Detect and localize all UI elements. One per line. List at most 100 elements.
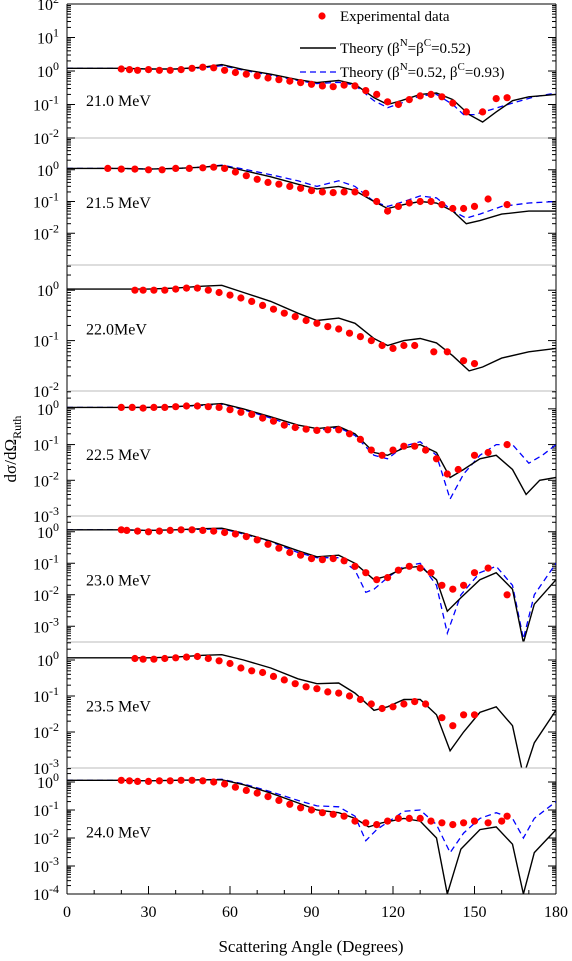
panel-2: 10-2 10-1 100 22.0MeV [33,264,557,401]
data-point [237,408,245,416]
data-point [430,348,438,356]
data-point [286,182,294,190]
data-point [264,540,272,548]
energy-label: 22.0MeV [86,321,147,338]
data-point [335,325,343,333]
data-point [131,654,139,663]
data-point [166,66,174,74]
data-point [134,777,142,786]
data-point [356,695,364,704]
data-point [302,425,310,433]
data-point [177,526,185,534]
data-point [503,94,511,102]
y-tick-label: 10-4 [33,882,59,904]
data-point [210,527,218,535]
data-point [286,800,294,808]
data-point [231,783,239,791]
data-point [405,96,413,104]
data-point [215,403,223,411]
data-point [253,175,261,183]
y-tick-label: 10-1 [33,433,59,455]
x-tick-label: 60 [222,904,238,921]
data-point [264,74,272,82]
data-point [188,526,196,534]
data-point [242,70,250,78]
data-point [313,426,321,434]
data-point [356,435,364,443]
data-point [177,66,185,74]
legend-data-marker [318,12,326,20]
data-point [345,692,354,700]
data-point [318,188,326,196]
data-point [161,403,169,411]
data-point [394,202,402,210]
data-point [427,569,435,577]
data-point [329,83,337,91]
data-point [237,294,245,302]
data-point [131,286,139,294]
data-point [264,793,272,801]
data-point [416,814,424,823]
data-point [492,95,500,103]
energy-label: 23.5 MeV [86,698,151,715]
data-point [460,711,468,719]
data-point [351,188,359,196]
data-point [335,689,343,697]
data-point [125,66,134,74]
data-point [139,286,147,294]
legend-experimental-label: Experimental data [340,9,450,25]
data-point [351,82,359,90]
data-point [340,81,348,89]
data-point [460,357,468,365]
energy-label: 21.5 MeV [86,195,151,212]
x-tick-label: 180 [544,904,568,921]
data-point [193,652,201,661]
data-point [367,700,375,708]
data-point [449,821,457,829]
data-point [362,819,370,827]
data-point [384,207,392,215]
data-point [443,348,451,356]
data-point [454,465,462,474]
data-point [172,403,180,411]
data-point [231,530,239,538]
data-point [297,551,305,559]
theory2-curve [67,164,556,219]
x-tick-label: 150 [463,904,487,921]
data-point [193,402,201,410]
data-point [221,528,229,537]
data-point [172,164,180,172]
data-point [318,556,326,564]
data-point [438,201,446,209]
data-point [394,814,402,823]
y-tick-label: 10-2 [33,379,59,401]
data-point [356,333,364,341]
data-point [470,451,479,459]
data-point [275,544,283,552]
data-point [470,202,479,210]
data-point [155,66,163,74]
data-point [449,204,457,213]
data-point [302,316,310,325]
data-point [389,344,397,352]
y-tick-label: 10-1 [33,190,59,212]
data-point [242,786,250,795]
theory1-curve [67,402,556,496]
data-point [307,806,316,814]
data-point [125,777,134,785]
data-point [405,199,413,207]
data-point [221,164,229,172]
data-point [302,683,310,691]
data-point [117,526,125,534]
theory1-curve [67,653,556,768]
data-point [131,165,139,173]
data-point [438,93,446,101]
data-point [237,664,245,672]
y-tick-label: 10-1 [33,329,59,351]
data-point [242,533,250,541]
data-point [484,195,492,203]
data-point [117,165,125,173]
data-point [166,526,174,535]
x-axis-title: Scattering Angle (Degrees) [218,937,403,956]
y-tick-label: 100 [37,520,59,542]
